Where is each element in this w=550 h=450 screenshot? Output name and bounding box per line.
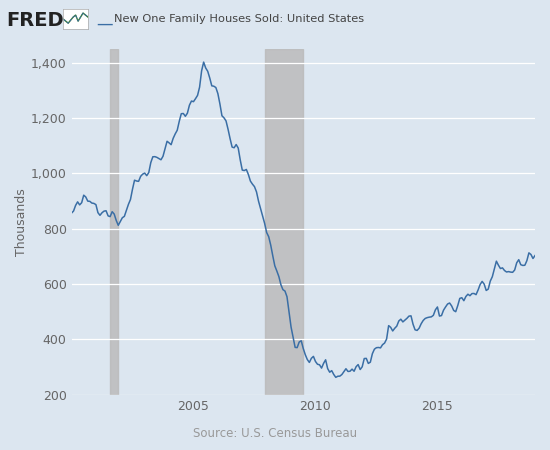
Text: —: — <box>96 14 113 32</box>
Bar <box>265 49 303 395</box>
Text: FRED: FRED <box>7 11 64 30</box>
Text: New One Family Houses Sold: United States: New One Family Houses Sold: United State… <box>114 14 365 24</box>
Y-axis label: Thousands: Thousands <box>15 188 28 256</box>
Bar <box>110 49 118 395</box>
Text: Source: U.S. Census Bureau: Source: U.S. Census Bureau <box>193 427 357 440</box>
